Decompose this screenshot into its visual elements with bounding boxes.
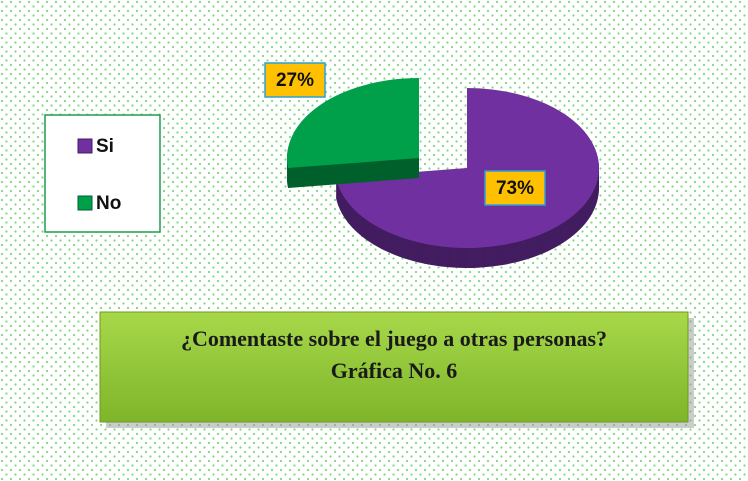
value-label-box [264,62,326,98]
legend-box [44,114,161,233]
slice [287,78,419,169]
chart-title: ¿Comentaste sobre el juego a otras perso… [181,326,607,351]
legend-swatch [77,138,93,154]
slice [336,88,599,248]
pie [287,78,599,268]
value-label: 27% [276,70,314,91]
title-box [99,311,689,423]
chart-subtitle: Gráfica No. 6 [331,358,457,383]
value-label: 73% [496,178,534,199]
legend-label: Si [96,136,114,157]
value-label-box [484,170,546,206]
legend-label: No [96,193,121,214]
legend-swatch [77,195,93,211]
